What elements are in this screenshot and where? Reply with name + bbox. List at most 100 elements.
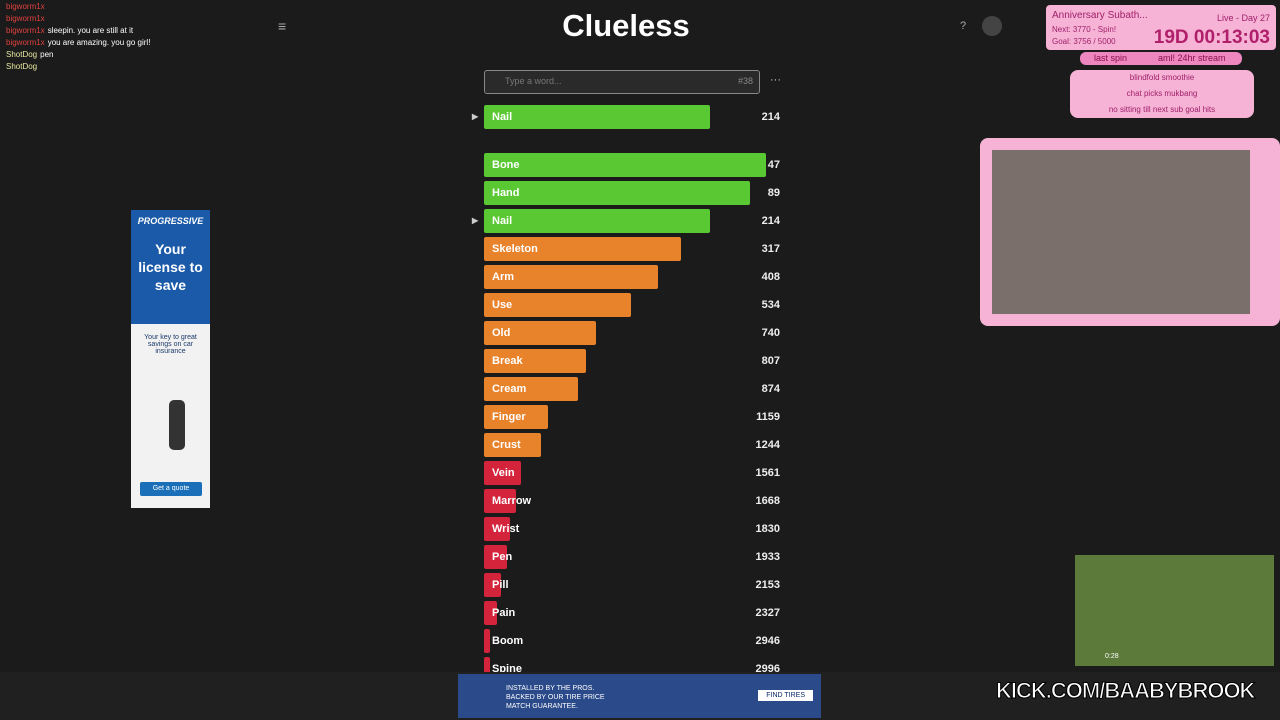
guess-row: Boom 2946: [484, 629, 784, 653]
guess-rank: 89: [767, 187, 780, 199]
chat-line: ShotDog: [6, 61, 40, 73]
ad-left[interactable]: PROGRESSIVE Your license to save Your ke…: [131, 210, 210, 508]
video-ad[interactable]: 0:28: [1075, 555, 1274, 666]
guess-rank: 807: [761, 355, 780, 367]
guess-row: Old 740: [484, 321, 784, 345]
rank-bar: [484, 433, 542, 457]
guess-rank: 214: [761, 215, 780, 227]
guess-word: Hand: [492, 187, 520, 199]
rank-bar: [484, 629, 490, 653]
wheel-item: blindfold smoothie: [1129, 73, 1195, 82]
guess-word: Pain: [492, 607, 516, 619]
rank-bar: [484, 657, 490, 681]
placeholder: Type a word...: [505, 76, 562, 86]
rank-bar: [484, 349, 587, 373]
ad-headline: Your license to save: [131, 232, 210, 324]
guess-row: Skeleton 317: [484, 237, 784, 261]
guess-word: Skeleton: [492, 243, 538, 255]
rank-bar: [484, 545, 507, 569]
guess-word: Nail: [492, 215, 513, 227]
live-day: Live - Day 27: [1216, 13, 1270, 23]
chat-user: bigworm1x: [6, 38, 45, 47]
goal: Goal: 3756 / 5000: [1052, 37, 1116, 46]
guess-row: Bone 47: [484, 153, 784, 177]
guess-rank: 1561: [755, 467, 780, 479]
more-menu[interactable]: ···: [770, 74, 781, 86]
chat-line: ShotDog pen: [6, 49, 54, 61]
user-icon[interactable]: [982, 16, 1002, 36]
guess-rank: 47: [767, 159, 780, 171]
rank-bar: [484, 405, 548, 429]
guess-word: Crust: [492, 439, 521, 451]
rank-bar: [484, 517, 511, 541]
guess-row: Break 807: [484, 349, 784, 373]
rank-bar: [484, 601, 498, 625]
guess-rank: 2327: [755, 607, 780, 619]
guess-word: Nail: [492, 111, 513, 123]
guess-word: Pill: [492, 579, 509, 591]
rank-bar: [484, 573, 501, 597]
guess-word: Finger: [492, 411, 526, 423]
ad-bottom[interactable]: INSTALLED BY THE PROS. BACKED BY OUR TIR…: [458, 674, 821, 718]
chat-line: bigworm1x: [6, 1, 48, 13]
guess-row: Finger 1159: [484, 405, 784, 429]
guess-row: Crust 1244: [484, 433, 784, 457]
chat-user: bigworm1x: [6, 26, 45, 35]
chat-user: bigworm1x: [6, 2, 45, 11]
chat-user: ShotDog: [6, 50, 38, 59]
guess-rank: 874: [761, 383, 780, 395]
wheel-item: no sitting till next sub goal hits: [1108, 105, 1216, 114]
guess-row: Nail 214 ▶: [472, 105, 784, 129]
help-icon[interactable]: ?: [960, 20, 967, 32]
ad-button[interactable]: Get a quote: [140, 482, 202, 496]
guess-rank: 2153: [755, 579, 780, 591]
ad-brand: PROGRESSIVE: [131, 210, 210, 232]
rank-bar: [484, 461, 522, 485]
chat-user: bigworm1x: [6, 14, 45, 23]
ad-bottom-button[interactable]: FIND TIRES: [758, 690, 813, 701]
guess-rank: 1668: [755, 495, 780, 507]
guess-row: Nail 214 ▶: [472, 209, 784, 233]
guess-row: Marrow 1668: [484, 489, 784, 513]
guess-row: Arm 408: [484, 265, 784, 289]
webcam-frame: [980, 138, 1280, 326]
rank-bar: [484, 105, 710, 129]
next-goal: Next: 3770 - Spin!: [1052, 25, 1117, 34]
spin-result: aml! 24hr stream: [1158, 53, 1226, 63]
subathon-panel: Anniversary Subath... Live - Day 27 Next…: [1046, 5, 1276, 50]
chat-user: ShotDog: [6, 62, 38, 71]
chat-text: pen: [40, 50, 54, 59]
guess-rank: 1830: [755, 523, 780, 535]
spin-bar: last spin aml! 24hr stream: [1080, 52, 1242, 65]
webcam: [992, 150, 1250, 314]
chat-text: sleepin. you are still at it: [47, 26, 134, 35]
menu-icon[interactable]: ≡: [278, 18, 287, 34]
guess-rank: 1244: [755, 439, 780, 451]
guess-word: Bone: [492, 159, 520, 171]
guess-word: Pen: [492, 551, 513, 563]
rank-bar: [484, 321, 596, 345]
guess-word: Wrist: [492, 523, 520, 535]
guess-row: Hand 89: [484, 181, 784, 205]
subathon-title: Anniversary Subath...: [1052, 10, 1148, 21]
chat-line: bigworm1x: [6, 13, 48, 25]
guess-word: Cream: [492, 383, 527, 395]
chat-text: you are amazing. you go girl!: [47, 38, 151, 47]
guess-word: Boom: [492, 635, 524, 647]
current-arrow: ▶: [472, 112, 479, 121]
search-input[interactable]: Type a word... #38: [484, 70, 760, 94]
ad-sub: Your key to great savings on car insuran…: [144, 334, 197, 355]
guess-rank: 740: [761, 327, 780, 339]
rank-bar: [484, 377, 578, 401]
guess-rank: 534: [761, 299, 780, 311]
guess-word: Arm: [492, 271, 515, 283]
chat-line: bigworm1x sleepin. you are still at it: [6, 25, 133, 37]
guess-word: Break: [492, 355, 523, 367]
guess-row: Vein 1561: [484, 461, 784, 485]
guess-word: Vein: [492, 467, 515, 479]
guess-row: Pain 2327: [484, 601, 784, 625]
guess-word: Marrow: [492, 495, 532, 507]
guess-rank: 1159: [756, 411, 780, 423]
rank-bar: [484, 153, 766, 177]
